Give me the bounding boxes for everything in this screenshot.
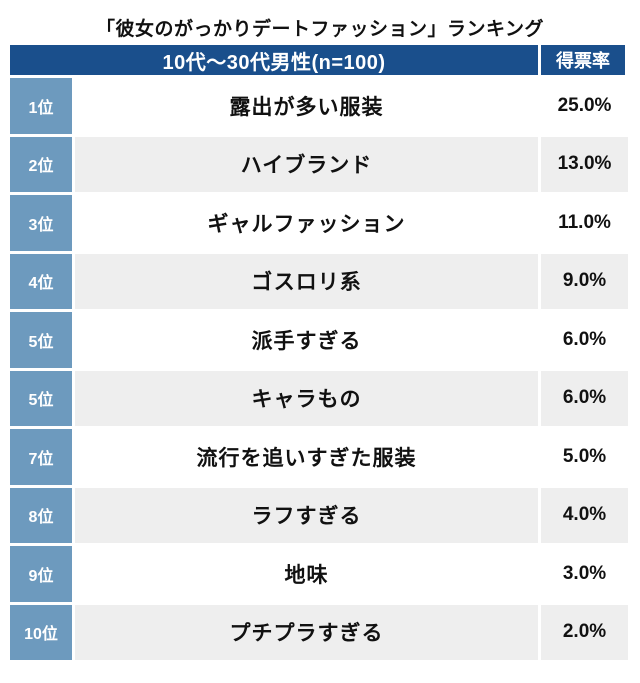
rank-cell: 5位 (10, 370, 72, 426)
item-cell: キャラもの (75, 370, 538, 426)
rate-cell: 6.0% (541, 370, 628, 426)
item-cell: 露出が多い服装 (75, 78, 538, 134)
rate-cell: 25.0% (541, 78, 628, 134)
rate-cell: 4.0% (541, 487, 628, 543)
rank-cell: 4位 (10, 253, 72, 309)
rate-cell: 6.0% (541, 312, 628, 368)
rate-cell: 13.0% (541, 136, 628, 192)
item-cell: 派手すぎる (75, 312, 538, 368)
item-cell: 地味 (75, 546, 538, 602)
ranking-table: 10代〜30代男性(n=100) 得票率 1位 露出が多い服装 25.0% 2位… (10, 45, 628, 663)
table-row: 7位 流行を追いすぎた服装 5.0% (10, 429, 628, 485)
rank-cell: 9位 (10, 546, 72, 602)
rank-cell: 5位 (10, 312, 72, 368)
table-row: 10位 プチプラすぎる 2.0% (10, 604, 628, 660)
header-vote-rate-cell: 得票率 (541, 45, 625, 75)
rank-cell: 10位 (10, 604, 72, 660)
item-cell: ハイブランド (75, 136, 538, 192)
table-row: 5位 派手すぎる 6.0% (10, 312, 628, 368)
page-title: 「彼女のがっかりデートファッション」ランキング (96, 19, 544, 40)
rank-cell: 1位 (10, 78, 72, 134)
item-cell: プチプラすぎる (75, 604, 538, 660)
table-row: 4位 ゴスロリ系 9.0% (10, 253, 628, 309)
table-row: 5位 キャラもの 6.0% (10, 370, 628, 426)
rank-cell: 7位 (10, 429, 72, 485)
rate-cell: 9.0% (541, 253, 628, 309)
table-row: 3位 ギャルファッション 11.0% (10, 195, 628, 251)
header-demographic-cell: 10代〜30代男性(n=100) (10, 45, 538, 75)
table-row: 9位 地味 3.0% (10, 546, 628, 602)
rate-cell: 3.0% (541, 546, 628, 602)
item-cell: ゴスロリ系 (75, 253, 538, 309)
table-row: 2位 ハイブランド 13.0% (10, 136, 628, 192)
rank-cell: 3位 (10, 195, 72, 251)
rate-cell: 5.0% (541, 429, 628, 485)
rank-cell: 8位 (10, 487, 72, 543)
table-row: 8位 ラフすぎる 4.0% (10, 487, 628, 543)
rank-cell: 2位 (10, 136, 72, 192)
rate-cell: 2.0% (541, 604, 628, 660)
table-header-row: 10代〜30代男性(n=100) 得票率 (10, 45, 628, 75)
table-row: 1位 露出が多い服装 25.0% (10, 78, 628, 134)
item-cell: ギャルファッション (75, 195, 538, 251)
item-cell: ラフすぎる (75, 487, 538, 543)
table-body: 1位 露出が多い服装 25.0% 2位 ハイブランド 13.0% 3位 ギャルフ… (10, 78, 628, 660)
item-cell: 流行を追いすぎた服装 (75, 429, 538, 485)
rate-cell: 11.0% (541, 195, 628, 251)
